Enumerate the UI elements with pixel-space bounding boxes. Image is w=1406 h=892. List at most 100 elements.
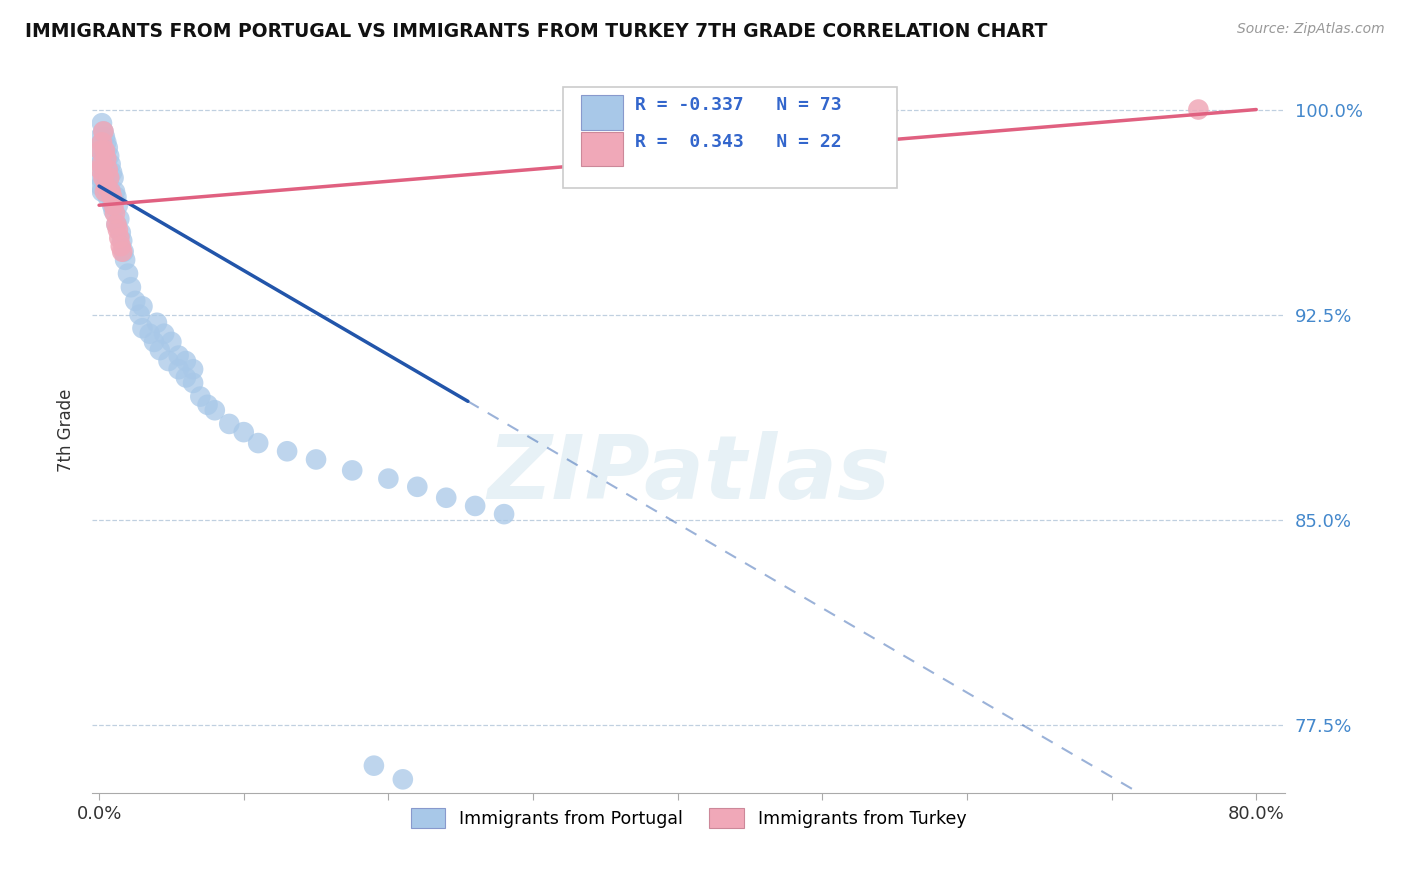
FancyBboxPatch shape [581, 131, 623, 166]
Point [96, 152, 118, 166]
Point [406, 480, 429, 494]
Point [434, 491, 457, 505]
Point [153, 326, 176, 341]
Point [131, 299, 153, 313]
Point [103, 203, 125, 218]
Point [94, 144, 117, 158]
Point [167, 362, 190, 376]
Point [97, 190, 120, 204]
Point [107, 198, 129, 212]
Point [100, 185, 122, 199]
Point [108, 231, 131, 245]
Point [146, 316, 169, 330]
Point [174, 354, 197, 368]
Point [89, 170, 111, 185]
Point [197, 398, 219, 412]
Point [117, 267, 139, 281]
Point [93, 144, 115, 158]
Point [105, 190, 128, 204]
Point [89, 157, 111, 171]
Point [149, 343, 172, 358]
Point [305, 452, 328, 467]
Point [98, 170, 121, 185]
Point [111, 244, 134, 259]
Point [107, 223, 129, 237]
Point [91, 152, 114, 166]
Point [91, 116, 114, 130]
Point [160, 334, 183, 349]
Point [103, 198, 125, 212]
Text: IMMIGRANTS FROM PORTUGAL VS IMMIGRANTS FROM TURKEY 7TH GRADE CORRELATION CHART: IMMIGRANTS FROM PORTUGAL VS IMMIGRANTS F… [25, 22, 1047, 41]
Point [464, 499, 486, 513]
Point [232, 425, 254, 439]
Point [93, 170, 115, 185]
Point [342, 463, 364, 477]
Point [89, 179, 111, 194]
Point [494, 507, 516, 521]
Point [392, 772, 415, 787]
Point [91, 185, 114, 199]
Point [181, 362, 204, 376]
Point [98, 170, 121, 185]
Point [97, 141, 120, 155]
Text: Source: ZipAtlas.com: Source: ZipAtlas.com [1237, 22, 1385, 37]
Point [108, 211, 131, 226]
Point [174, 370, 197, 384]
Point [105, 218, 128, 232]
Point [89, 144, 111, 158]
Point [101, 165, 124, 179]
Point [104, 206, 127, 220]
Point [110, 226, 132, 240]
Point [96, 179, 118, 194]
Point [124, 293, 146, 308]
Point [110, 239, 132, 253]
Point [204, 403, 226, 417]
Point [94, 185, 117, 199]
Point [89, 144, 111, 158]
Point [94, 129, 117, 144]
Point [276, 444, 298, 458]
Point [1187, 103, 1209, 117]
Y-axis label: 7th Grade: 7th Grade [58, 389, 75, 473]
Point [247, 436, 270, 450]
Point [101, 190, 124, 204]
Point [89, 129, 111, 144]
FancyBboxPatch shape [564, 87, 897, 188]
Point [91, 136, 114, 150]
Text: R =  0.343   N = 22: R = 0.343 N = 22 [634, 134, 841, 152]
Point [97, 162, 120, 177]
Point [101, 198, 124, 212]
Point [363, 758, 385, 772]
Point [143, 334, 166, 349]
Point [94, 149, 117, 163]
Point [89, 162, 111, 177]
Point [114, 252, 136, 267]
Point [104, 185, 127, 199]
Point [138, 326, 160, 341]
Point [103, 170, 125, 185]
Point [157, 354, 180, 368]
Point [377, 472, 399, 486]
Point [100, 185, 122, 199]
FancyBboxPatch shape [581, 95, 623, 130]
Point [111, 234, 134, 248]
Point [91, 157, 114, 171]
Point [112, 244, 135, 259]
Point [93, 124, 115, 138]
Point [181, 376, 204, 390]
Point [120, 280, 142, 294]
Point [218, 417, 240, 431]
Point [105, 218, 128, 232]
Point [96, 179, 118, 194]
Text: ZIPatlas: ZIPatlas [486, 431, 890, 517]
Text: R = -0.337   N = 73: R = -0.337 N = 73 [634, 95, 841, 114]
Point [93, 162, 115, 177]
Point [91, 136, 114, 150]
Point [188, 390, 211, 404]
Point [128, 308, 150, 322]
Point [94, 170, 117, 185]
Legend: Immigrants from Portugal, Immigrants from Turkey: Immigrants from Portugal, Immigrants fro… [404, 801, 973, 835]
Point [131, 321, 153, 335]
Point [97, 162, 120, 177]
Point [93, 124, 115, 138]
